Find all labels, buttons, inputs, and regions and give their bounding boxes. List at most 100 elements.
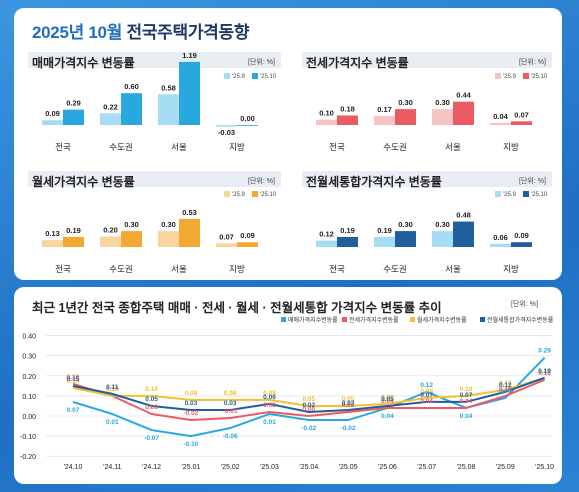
trend-data-label: 0.05 <box>342 396 355 403</box>
combined-category-label: 전국 <box>329 264 345 274</box>
sale-category-label: 지방 <box>229 142 245 152</box>
jeonse-category-label: 수도권 <box>383 142 406 152</box>
jeonse-bar-value: 0.04 <box>493 112 508 121</box>
trend-data-label: 0.09 <box>420 388 433 395</box>
trend-data-label: 0.10 <box>145 386 158 393</box>
monthly-bar-value: 0.19 <box>66 226 81 235</box>
trend-data-label: 0.07 <box>67 407 80 414</box>
sale-category-label: 서울 <box>171 142 187 152</box>
jeonse-category-label: 지방 <box>503 142 519 152</box>
monthly-chart-header <box>28 171 281 187</box>
trend-chart-unit: [단위: %] <box>511 301 538 308</box>
trend-x-tick: '25.09 <box>496 464 515 471</box>
monthly-legend-swatch <box>224 191 230 197</box>
sale-chart-unit: [단위: %] <box>248 59 275 66</box>
trend-data-label: -0.10 <box>183 441 198 448</box>
combined-legend-label: '25.10 <box>531 192 548 198</box>
trend-x-tick: '25.10 <box>535 464 554 471</box>
combined-bar <box>511 242 532 247</box>
sale-bar <box>158 94 179 125</box>
page-title: 2025년 10월 전국주택가격동향 <box>32 18 249 43</box>
trend-x-tick: '25.07 <box>417 464 436 471</box>
sale-legend-swatch <box>224 73 230 79</box>
trend-x-tick: '25.08 <box>457 464 476 471</box>
trend-data-label: -0.06 <box>223 433 238 440</box>
trend-data-label: 0.05 <box>145 396 158 403</box>
monthly-chart-title: 월세가격지수 변동률 <box>32 175 135 189</box>
trend-y-tick: 0.40 <box>22 334 36 341</box>
trend-data-label: 0.04 <box>381 413 394 420</box>
trend-data-label: -0.02 <box>341 425 356 432</box>
trend-chart-title: 최근 1년간 전국 종합주택 매매 · 전세 · 월세 · 전월세통합 가격지수… <box>32 301 442 315</box>
jeonse-bar-value: 0.17 <box>377 105 392 114</box>
trend-series-line <box>72 378 545 422</box>
trend-data-label: 0.18 <box>538 370 551 377</box>
combined-bar <box>453 221 474 247</box>
sale-legend-swatch <box>252 73 258 79</box>
monthly-bar <box>63 236 84 247</box>
combined-legend-label: '25.9 <box>503 192 516 198</box>
sale-legend-label: '25.10 <box>260 74 277 80</box>
jeonse-bar <box>453 101 474 125</box>
sale-bar-value: 0.29 <box>66 99 81 108</box>
trend-data-label: 0.03 <box>185 400 198 407</box>
combined-bar <box>432 231 453 247</box>
monthly-legend-label: '25.10 <box>260 192 277 198</box>
trend-data-label: 0.02 <box>342 402 355 409</box>
trend-series-line <box>72 376 545 413</box>
bottom-panel <box>14 287 562 484</box>
trend-data-label: -0.02 <box>183 410 198 417</box>
trend-data-label: 0.02 <box>302 402 315 409</box>
trend-data-label: 0.08 <box>224 390 237 397</box>
monthly-category-label: 서울 <box>171 264 187 274</box>
trend-x-tick: '24.11 <box>103 464 121 471</box>
combined-category-label: 서울 <box>445 264 461 274</box>
trend-legend-swatch <box>480 317 485 322</box>
monthly-bar <box>42 240 63 247</box>
combined-legend-swatch <box>523 191 529 197</box>
trend-data-label: 0.29 <box>538 348 551 355</box>
trend-data-label: 0.05 <box>302 396 315 403</box>
trend-x-tick: '25.04 <box>299 464 318 471</box>
combined-chart-title: 전월세통합가격지수 변동률 <box>306 175 442 189</box>
sale-bar <box>216 125 237 127</box>
jeonse-bar-value: 0.07 <box>514 110 529 119</box>
trend-data-label: 0.07 <box>420 392 433 399</box>
trend-x-tick: '25.05 <box>339 464 358 471</box>
combined-chart-unit: [단위: %] <box>519 178 546 185</box>
sale-bar-value: 0.00 <box>240 114 255 123</box>
sale-bar <box>121 93 142 125</box>
trend-data-label: 0.08 <box>185 390 198 397</box>
jeonse-chart-header <box>302 52 552 68</box>
jeonse-bar <box>490 122 511 125</box>
sale-chart-header <box>28 52 281 68</box>
trend-data-label: 0.07 <box>460 392 473 399</box>
monthly-bar-value: 0.30 <box>124 220 139 229</box>
combined-bar-value: 0.09 <box>514 231 529 240</box>
trend-y-tick: 0.20 <box>22 374 36 381</box>
trend-data-label: 0.15 <box>67 376 80 383</box>
sale-bar-value: 1.19 <box>182 51 197 60</box>
sale-bar-value: 0.60 <box>124 82 139 91</box>
combined-category-label: 지방 <box>503 264 519 274</box>
trend-x-tick: '25.02 <box>221 464 240 471</box>
trend-y-tick: 0.00 <box>22 414 36 421</box>
trend-legend-label: 월세가격지수변동률 <box>417 316 467 324</box>
jeonse-legend-swatch <box>523 73 529 79</box>
monthly-bar <box>100 236 121 247</box>
trend-y-tick: -0.10 <box>20 434 36 441</box>
combined-chart-header <box>302 171 552 187</box>
trend-data-label: 0.10 <box>106 386 119 393</box>
combined-legend-swatch <box>495 191 501 197</box>
trend-data-label: 0.05 <box>381 396 394 403</box>
combined-category-label: 수도권 <box>383 264 406 274</box>
trend-data-label: 0.12 <box>499 382 512 389</box>
trend-data-label: 0.02 <box>263 402 276 409</box>
sale-bar <box>63 109 84 125</box>
trend-data-label: 0.13 <box>499 380 512 387</box>
jeonse-legend-label: '25.10 <box>531 74 548 80</box>
combined-bar-value: 0.30 <box>398 220 413 229</box>
monthly-legend-label: '25.9 <box>232 192 245 198</box>
sale-bar <box>42 120 63 125</box>
